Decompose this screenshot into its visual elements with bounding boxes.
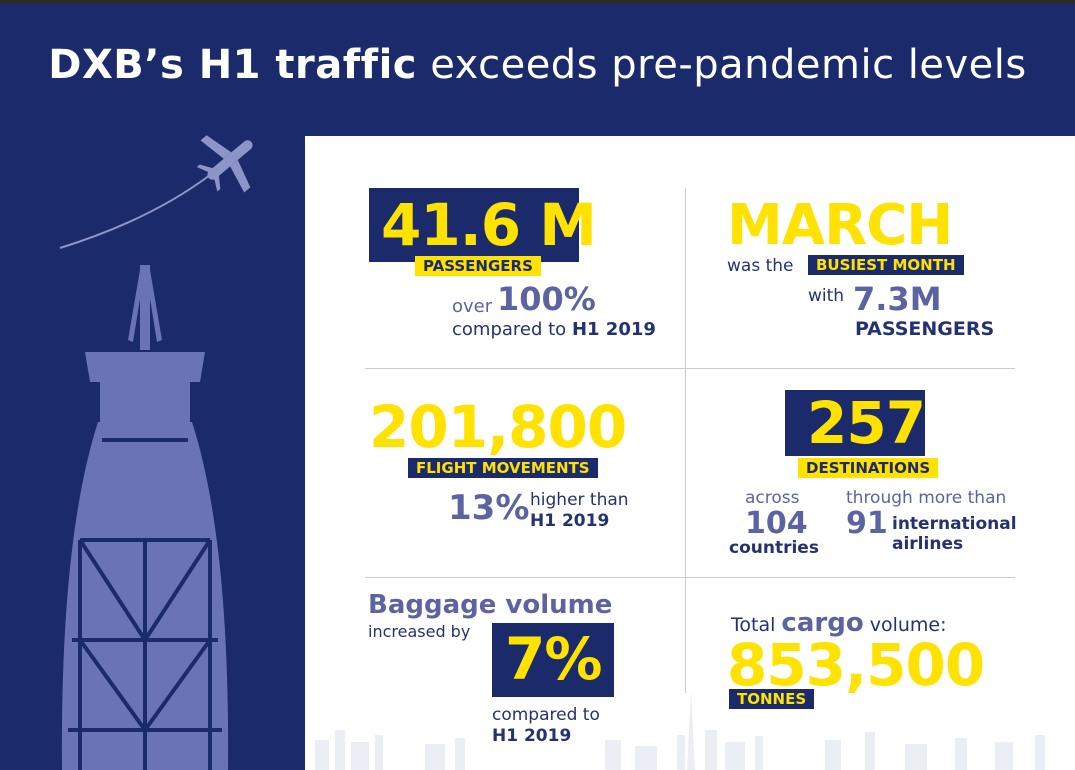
passengers-note: compared to H1 2019	[452, 319, 656, 340]
baggage-sub: increased by	[368, 622, 471, 641]
busiest-value: 7.3M	[853, 280, 942, 318]
busiest-month: MARCH	[727, 193, 953, 258]
flights-note: higher than	[530, 490, 629, 510]
baggage-pct: 7%	[505, 625, 602, 693]
busiest-with: with	[808, 286, 845, 306]
airplane-icon	[59, 135, 253, 249]
destinations-countries: countries	[729, 538, 819, 558]
cargo-line: Total cargo volume:	[731, 608, 947, 638]
stats-panel: 41.6 M PASSENGERS over 100% compared to …	[305, 136, 1075, 770]
flights-label: FLIGHT MOVEMENTS	[408, 458, 598, 478]
destinations-value: 257	[807, 389, 926, 457]
top-bar	[0, 0, 1075, 4]
baggage-note-bold: H1 2019	[492, 726, 572, 746]
passengers-label: PASSENGERS	[415, 256, 541, 276]
destinations-box	[785, 390, 925, 456]
tower-lattice	[68, 438, 222, 770]
cargo-word: cargo	[781, 608, 864, 638]
destinations-airlines-2: airlines	[892, 534, 964, 554]
passengers-value: 41.6 M	[381, 191, 597, 259]
baggage-title: Baggage volume	[368, 590, 613, 620]
busiest-unit: PASSENGERS	[855, 318, 995, 340]
page-title: DXB’s H1 traffic exceeds pre-pandemic le…	[0, 42, 1075, 88]
cargo-pre: Total	[731, 614, 776, 636]
divider-horizontal-1	[365, 368, 1015, 369]
destinations-airlines-1: international	[892, 514, 1017, 534]
divider-vertical	[685, 188, 686, 693]
flights-value: 201,800	[369, 393, 627, 461]
destinations-label: DESTINATIONS	[798, 458, 939, 478]
divider-horizontal-2	[365, 577, 1015, 578]
passengers-pct: 100%	[497, 280, 596, 318]
control-tower-illustration	[59, 135, 253, 770]
baggage-box	[492, 623, 614, 697]
flights-note-bold: H1 2019	[530, 511, 610, 531]
title-bold: DXB’s H1 traffic	[48, 42, 417, 88]
passengers-box	[369, 188, 579, 262]
flights-pct: 13%	[448, 488, 530, 528]
destinations-airlines-num: 91	[846, 506, 888, 541]
destinations-countries-num: 104	[745, 506, 808, 541]
cargo-unit: TONNES	[729, 689, 815, 709]
cargo-post: volume:	[869, 614, 947, 636]
busiest-pre: was the	[727, 256, 794, 276]
busiest-label: BUSIEST MONTH	[808, 255, 964, 275]
title-rest: exceeds pre-pandemic levels	[430, 42, 1027, 88]
baggage-note: compared to	[492, 705, 600, 725]
passengers-pre: over	[452, 296, 493, 317]
destinations-through: through more than	[846, 488, 1007, 508]
cargo-value: 853,500	[727, 631, 985, 699]
destinations-across: across	[745, 488, 800, 508]
city-skyline-illustration	[315, 690, 1045, 770]
